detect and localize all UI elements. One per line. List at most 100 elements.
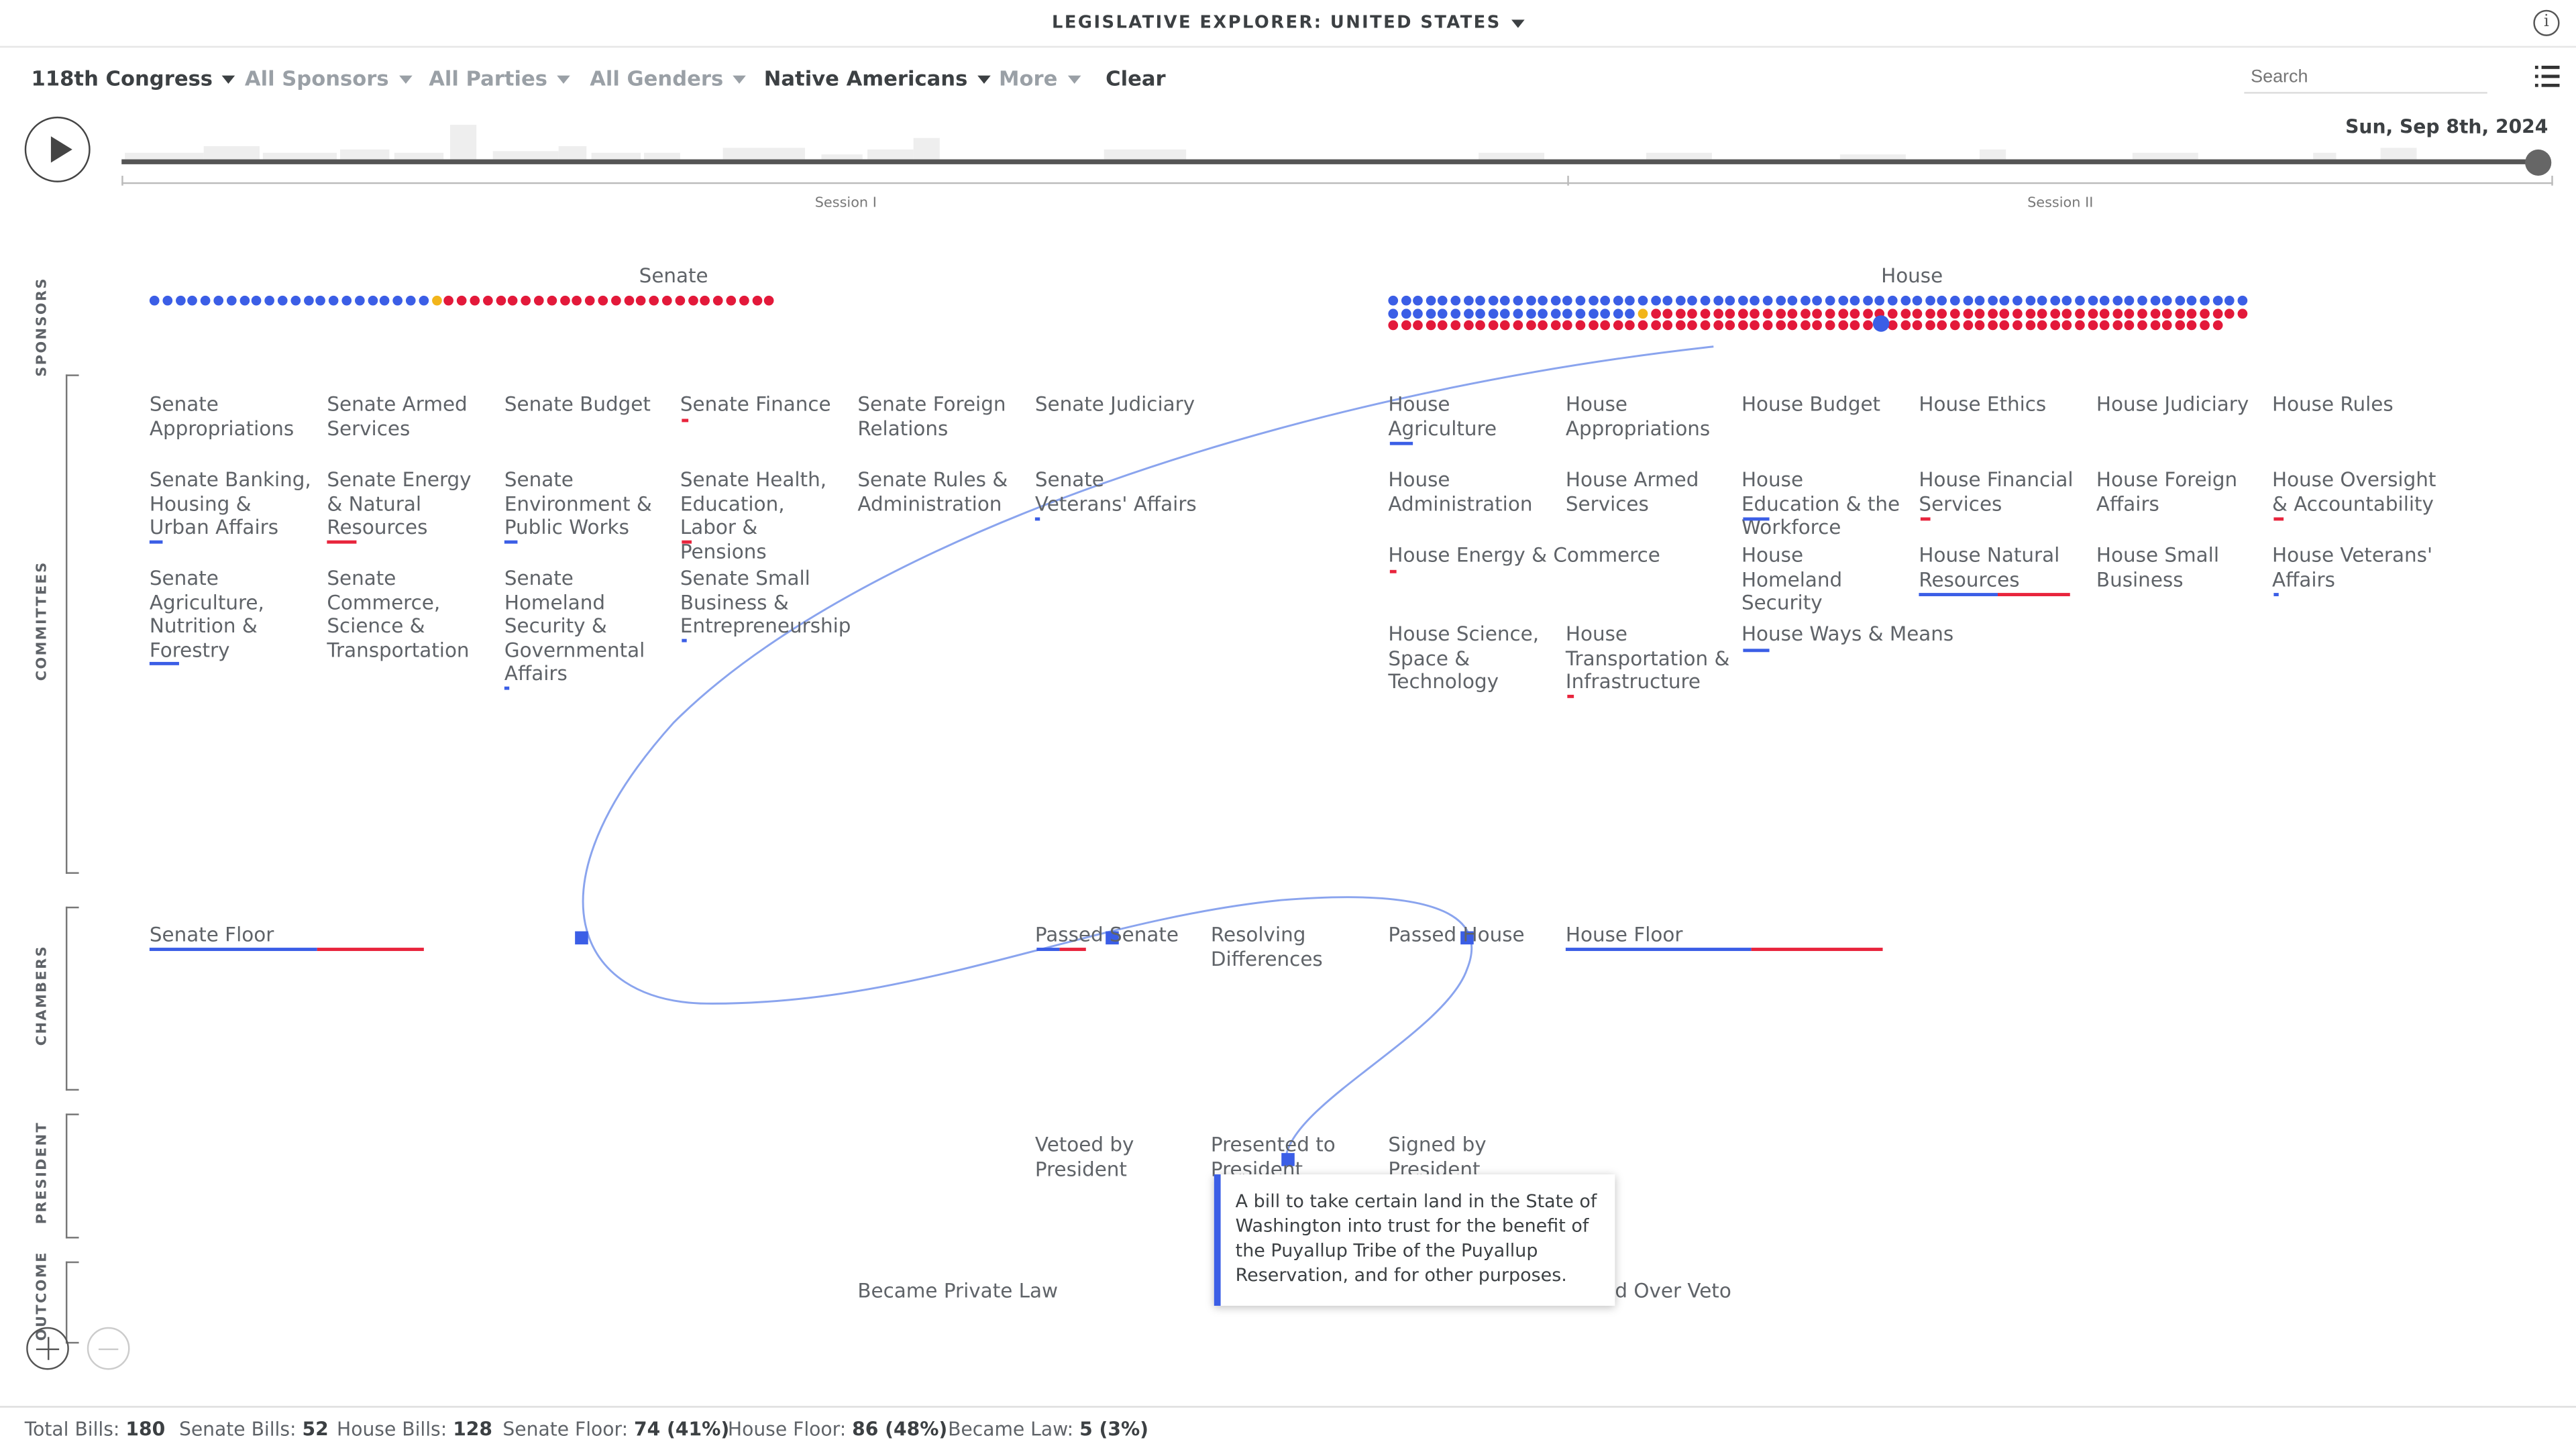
sponsor-dot[interactable] [1550,308,1561,319]
committee-senate-appropriations[interactable]: Senate Appropriations [149,392,294,440]
sponsor-dot[interactable] [1813,321,1823,331]
committee-senate-homeland-security[interactable]: Senate Homeland Security & Governmental … [504,566,645,685]
sponsor-dot[interactable] [354,295,365,306]
sponsor-dot[interactable] [1625,321,1635,331]
sponsor-dot[interactable] [2187,308,2198,319]
sponsor-dot[interactable] [2100,295,2110,306]
committee-house-oversight[interactable]: House Oversight & Accountability [2271,467,2436,515]
sponsor-dot[interactable] [392,295,403,306]
sponsor-dot[interactable] [226,295,237,306]
sponsor-dot[interactable] [1488,308,1498,319]
sponsor-dot[interactable] [1401,308,1411,319]
sponsor-dot[interactable] [1426,321,1436,331]
sponsor-dot[interactable] [316,295,326,306]
sponsor-dot[interactable] [2075,321,2085,331]
sponsor-dot[interactable] [1662,295,1673,306]
sponsor-dot[interactable] [751,295,762,306]
committee-senate-finance[interactable]: Senate Finance [680,392,831,416]
sponsor-dot[interactable] [675,295,685,306]
sponsor-dot[interactable] [2087,321,2098,331]
sponsor-dot[interactable] [1850,308,1860,319]
sponsor-dot[interactable] [2187,295,2198,306]
sponsor-dot[interactable] [2200,295,2210,306]
sponsor-dot[interactable] [1962,295,1973,306]
sponsor-dot[interactable] [1650,308,1660,319]
sponsor-dot[interactable] [1513,295,1523,306]
sponsor-dot[interactable] [1975,295,1985,306]
sponsor-dot[interactable] [2125,321,2135,331]
sponsor-dot[interactable] [1987,308,1998,319]
sponsor-dot[interactable] [1450,308,1461,319]
sponsor-dot[interactable] [1413,308,1424,319]
sponsor-dot[interactable] [1550,321,1561,331]
committee-senate-commerce[interactable]: Senate Commerce, Science & Transportatio… [327,566,470,661]
sponsor-dot[interactable] [1787,295,1798,306]
committee-senate-environment[interactable]: Senate Environment & Public Works [504,467,652,539]
bill-marker[interactable] [1460,931,1474,945]
signed-by-president[interactable]: Signed by President [1388,1133,1487,1180]
sponsor-dot[interactable] [1737,321,1748,331]
sponsor-dot[interactable] [661,295,672,306]
sponsor-dot[interactable] [2037,321,2047,331]
committee-senate-veterans[interactable]: Senate Veterans' Affairs [1034,467,1197,515]
sponsor-dot[interactable] [2037,295,2047,306]
sponsor-dot[interactable] [2025,321,2035,331]
sponsor-dot[interactable] [1975,321,1985,331]
sponsor-dot[interactable] [1538,295,1548,306]
sponsor-dot[interactable] [1925,295,1935,306]
sponsor-dot[interactable] [1837,295,1848,306]
timeline-track[interactable] [121,159,2538,164]
sponsor-dot[interactable] [175,295,185,306]
sponsor-dot[interactable] [1825,308,1835,319]
sponsor-dot[interactable] [1413,295,1424,306]
committee-house-small-business[interactable]: House Small Business [2096,543,2219,591]
sponsor-dot[interactable] [2012,321,2023,331]
sponsor-dot[interactable] [2049,308,2060,319]
sponsor-dot[interactable] [1700,308,1711,319]
sponsor-dot[interactable] [2224,308,2235,319]
sponsor-dot[interactable] [1837,308,1848,319]
sponsor-dot[interactable] [1388,321,1399,331]
sponsor-dot[interactable] [162,295,172,306]
sponsor-dot[interactable] [1737,295,1748,306]
committee-house-foreign-affairs[interactable]: House Foreign Affairs [2096,467,2238,515]
sponsor-dot[interactable] [610,295,621,306]
sponsor-dot[interactable] [2112,295,2123,306]
sponsor-dot[interactable] [1700,321,1711,331]
sponsor-dot[interactable] [2112,308,2123,319]
sponsor-dot[interactable] [2212,295,2222,306]
filter-parties[interactable]: All Parties [429,66,571,91]
sponsor-dot[interactable] [2025,308,2035,319]
sponsor-dot[interactable] [1862,308,1873,319]
sponsor-dot[interactable] [470,295,480,306]
sponsor-dot[interactable] [1438,321,1448,331]
sponsor-dot[interactable] [764,295,775,306]
sponsor-dot[interactable] [1949,321,1960,331]
sponsor-dot[interactable] [1426,295,1436,306]
filter-more[interactable]: More [999,66,1081,91]
sponsor-dot[interactable] [1675,308,1686,319]
sponsor-dot[interactable] [1925,321,1935,331]
sponsor-dot[interactable] [1538,308,1548,319]
committee-senate-armed-services[interactable]: Senate Armed Services [327,392,468,440]
committee-house-science[interactable]: House Science, Space & Technology [1388,622,1540,693]
info-icon[interactable]: i [2533,9,2560,36]
sponsor-dot[interactable] [1625,295,1635,306]
passed-house[interactable]: Passed House [1388,923,1525,946]
sponsor-dot[interactable] [1987,295,1998,306]
sponsor-dot[interactable] [1813,308,1823,319]
filter-genders[interactable]: All Genders [590,66,747,91]
committee-house-ethics[interactable]: House Ethics [1919,392,2047,416]
sponsor-dot[interactable] [1562,295,1573,306]
sponsor-dot[interactable] [2125,295,2135,306]
sponsor-dot[interactable] [1937,321,1948,331]
sponsor-dot[interactable] [1500,321,1511,331]
sponsor-dot[interactable] [726,295,737,306]
sponsor-dot[interactable] [1488,321,1498,331]
sponsor-dot[interactable] [1675,321,1686,331]
zoom-out-button[interactable] [87,1327,130,1370]
sponsor-dot[interactable] [1900,308,1911,319]
sponsor-dot[interactable] [1588,295,1598,306]
sponsor-dot[interactable] [2062,308,2073,319]
bill-marker[interactable] [1281,1153,1295,1166]
